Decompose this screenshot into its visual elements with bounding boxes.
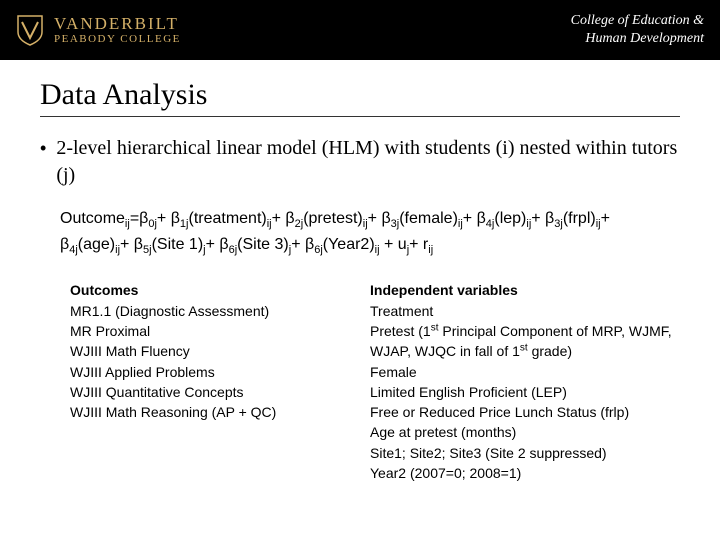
iv-heading: Independent variables — [370, 280, 680, 300]
iv-column: Independent variables TreatmentPretest (… — [370, 280, 680, 483]
page-title: Data Analysis — [40, 78, 680, 112]
college-name: College of Education & Human Development — [571, 12, 704, 48]
outcome-item: MR1.1 (Diagnostic Assessment) — [70, 301, 330, 321]
logo-text: VANDERBILT PEABODY COLLEGE — [54, 15, 181, 45]
outcome-item: WJIII Applied Problems — [70, 362, 330, 382]
outcome-item: MR Proximal — [70, 321, 330, 341]
outcome-item: WJIII Math Fluency — [70, 341, 330, 361]
bullet-row: • 2-level hierarchical linear model (HLM… — [40, 135, 680, 189]
iv-item: Female — [370, 362, 680, 382]
iv-item: Age at pretest (months) — [370, 422, 680, 442]
content-area: Data Analysis • 2-level hierarchical lin… — [0, 60, 720, 483]
outcomes-list: MR1.1 (Diagnostic Assessment)MR Proximal… — [70, 301, 330, 423]
bullet-text: 2-level hierarchical linear model (HLM) … — [56, 135, 680, 189]
iv-item: Limited English Proficient (LEP) — [370, 382, 680, 402]
model-equation: Outcomeij=β0j+ β1j(treatment)ij+ β2j(pre… — [60, 207, 680, 258]
vanderbilt-wordmark: VANDERBILT — [54, 15, 181, 32]
iv-item: Treatment — [370, 301, 680, 321]
vanderbilt-shield-icon — [16, 14, 44, 46]
college-line1: College of Education & — [571, 12, 704, 30]
bullet-dot: • — [40, 138, 46, 160]
iv-item: Site1; Site2; Site3 (Site 2 suppressed) — [370, 443, 680, 463]
header-bar: VANDERBILT PEABODY COLLEGE College of Ed… — [0, 0, 720, 60]
iv-list: TreatmentPretest (1st Principal Componen… — [370, 301, 680, 484]
iv-item: Pretest (1st Principal Component of MRP,… — [370, 321, 680, 362]
iv-item: Free or Reduced Price Lunch Status (frlp… — [370, 402, 680, 422]
outcome-item: WJIII Math Reasoning (AP + QC) — [70, 402, 330, 422]
outcomes-column: Outcomes MR1.1 (Diagnostic Assessment)MR… — [70, 280, 330, 483]
outcomes-heading: Outcomes — [70, 280, 330, 300]
columns: Outcomes MR1.1 (Diagnostic Assessment)MR… — [70, 280, 680, 483]
iv-item: Year2 (2007=0; 2008=1) — [370, 463, 680, 483]
college-line2: Human Development — [571, 30, 704, 48]
peabody-label: PEABODY COLLEGE — [54, 34, 181, 45]
title-underline — [40, 116, 680, 117]
logo-block: VANDERBILT PEABODY COLLEGE — [16, 14, 181, 46]
outcome-item: WJIII Quantitative Concepts — [70, 382, 330, 402]
